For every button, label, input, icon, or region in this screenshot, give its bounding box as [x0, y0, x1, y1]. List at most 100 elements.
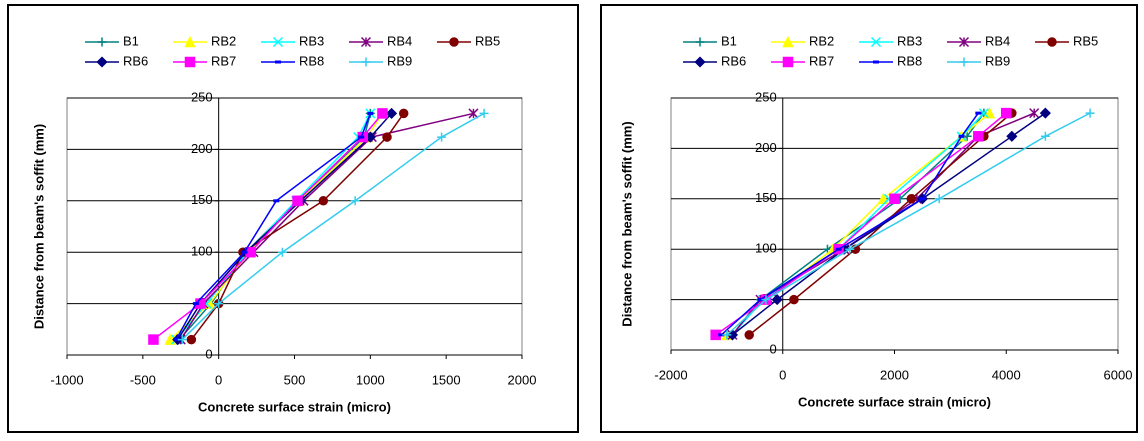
marker [1040, 131, 1050, 141]
marker [184, 56, 196, 68]
marker [350, 196, 360, 206]
legend-label: B1 [123, 33, 139, 48]
x-tick-label: 2000 [508, 372, 537, 387]
marker [360, 36, 372, 48]
marker [978, 108, 989, 119]
x-tick-label: 0 [779, 367, 786, 382]
marker [1039, 107, 1051, 119]
y-tick-label: 0 [770, 341, 777, 356]
y-tick-label: 250 [755, 89, 777, 104]
legend-label: RB8 [897, 53, 922, 68]
y-tick-label: 250 [191, 89, 213, 104]
marker [983, 106, 996, 119]
chart: 050100150200250-20000200040006000Concret… [600, 4, 1138, 433]
marker [277, 247, 287, 257]
marker [96, 56, 108, 68]
marker [845, 244, 855, 254]
marker [361, 57, 371, 67]
x-tick-label: 0 [215, 372, 222, 387]
y-tick-label: 200 [755, 140, 777, 155]
marker [889, 193, 900, 205]
y-tick-label: 150 [755, 190, 777, 205]
legend-label: RB2 [211, 33, 236, 48]
marker [148, 334, 159, 345]
marker [722, 330, 732, 340]
legend-label: RB7 [211, 53, 236, 68]
x-axis-label: Concrete surface strain (micro) [198, 399, 391, 414]
plot-area [66, 97, 523, 356]
x-tick-label: 6000 [1104, 367, 1133, 382]
series-line [181, 112, 485, 341]
marker [744, 330, 754, 340]
x-tick-label: -1000 [50, 372, 83, 387]
series-line [731, 112, 1046, 336]
marker [272, 36, 284, 48]
x-tick-label: 2000 [880, 367, 909, 382]
series-line [175, 113, 372, 340]
legend-label: RB7 [809, 53, 834, 68]
marker [292, 195, 303, 207]
series-line [726, 112, 1091, 336]
marker [97, 37, 107, 47]
chart: 050100150200250-1000-5000500100015002000… [7, 4, 579, 433]
legend-label: RB2 [809, 33, 834, 48]
marker [789, 294, 799, 305]
marker [186, 334, 197, 345]
marker [1001, 107, 1012, 119]
y-tick-label: 100 [755, 241, 777, 256]
marker [449, 37, 459, 47]
marker [1006, 130, 1018, 142]
y-tick-label: 0 [205, 346, 212, 361]
marker [694, 56, 706, 68]
marker [934, 194, 944, 204]
marker [1047, 37, 1057, 47]
x-tick-label: 500 [284, 372, 306, 387]
marker [771, 294, 783, 306]
legend-label: RB4 [387, 33, 412, 48]
series-line [720, 112, 979, 336]
marker [870, 36, 882, 48]
y-tick-label: 150 [191, 192, 213, 207]
marker [382, 132, 392, 142]
marker [184, 35, 196, 48]
y-axis-label: Distance from beam's soffit (mm) [31, 124, 46, 329]
marker [1085, 108, 1095, 118]
marker [214, 299, 224, 309]
legend-label: RB6 [721, 53, 746, 68]
marker [782, 56, 794, 68]
marker [958, 36, 970, 48]
marker [1029, 108, 1040, 119]
marker [761, 295, 771, 305]
legend-label: RB4 [985, 33, 1010, 48]
marker [177, 335, 187, 345]
legend-label: RB8 [299, 53, 324, 68]
x-tick-label: -500 [130, 372, 156, 387]
legend-label: RB9 [387, 53, 412, 68]
marker [906, 194, 917, 204]
marker [398, 108, 409, 119]
x-axis-label: Concrete surface strain (micro) [798, 394, 991, 409]
y-tick-label: 200 [191, 141, 213, 156]
marker [973, 131, 984, 142]
x-tick-label: 1500 [432, 372, 461, 387]
marker [437, 132, 447, 142]
marker [877, 192, 890, 205]
marker [377, 108, 388, 119]
y-tick-label: 100 [191, 244, 213, 259]
marker [959, 57, 969, 67]
y-axis-label: Distance from beam's soffit (mm) [619, 121, 634, 326]
marker [468, 108, 479, 119]
x-tick-label: -2000 [654, 367, 687, 382]
legend-label: RB3 [897, 33, 922, 48]
marker [479, 108, 489, 118]
legend-label: RB6 [123, 53, 148, 68]
legend-label: RB5 [1073, 33, 1098, 48]
x-tick-label: 4000 [992, 367, 1021, 382]
series-line [190, 112, 405, 341]
legend-label: RB3 [299, 33, 324, 48]
x-tick-label: 1000 [356, 372, 385, 387]
marker [318, 196, 329, 206]
marker [782, 35, 794, 48]
legend-label: B1 [721, 33, 737, 48]
